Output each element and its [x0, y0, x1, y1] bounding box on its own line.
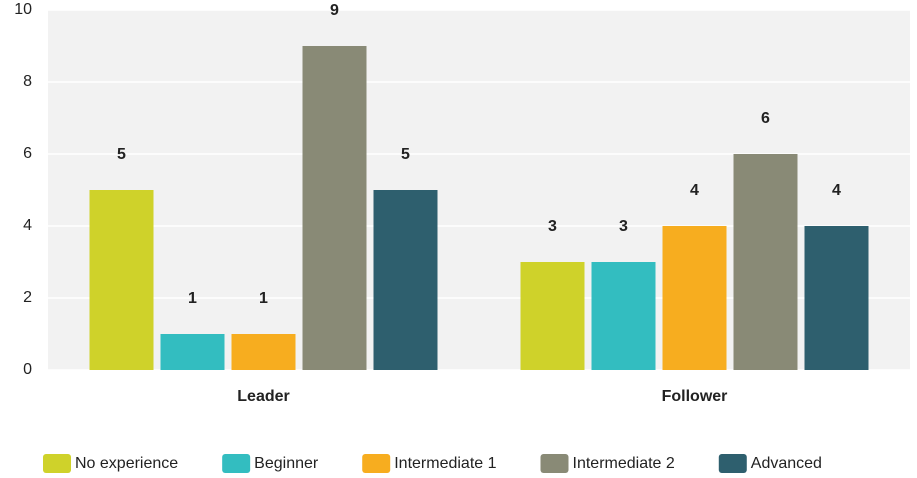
y-tick-label: 0: [23, 361, 32, 378]
legend-swatch: [540, 454, 569, 473]
value-label: 5: [117, 146, 126, 163]
y-tick-label: 10: [14, 1, 32, 18]
bar: [733, 154, 798, 370]
bar: [89, 190, 154, 370]
bar: [591, 262, 656, 370]
bar: [373, 190, 438, 370]
y-tick-label: 8: [23, 73, 32, 90]
bar: [231, 334, 296, 370]
x-tick-label: Follower: [662, 388, 728, 405]
bar: [160, 334, 225, 370]
x-tick-label: Leader: [237, 388, 289, 405]
value-label: 5: [401, 146, 410, 163]
value-label: 9: [330, 2, 339, 19]
bar: [302, 46, 367, 370]
legend-label: Intermediate 2: [573, 455, 675, 472]
value-label: 3: [548, 218, 557, 235]
value-label: 4: [690, 182, 699, 199]
value-label: 1: [188, 290, 197, 307]
legend-label: Advanced: [751, 455, 822, 472]
legend-swatch: [362, 454, 391, 473]
y-tick-label: 4: [23, 217, 32, 234]
value-label: 4: [832, 182, 841, 199]
y-tick-label: 6: [23, 145, 32, 162]
value-label: 6: [761, 110, 770, 127]
legend-label: No experience: [75, 455, 178, 472]
legend-swatch: [222, 454, 251, 473]
legend-label: Beginner: [254, 455, 319, 472]
legend-swatch: [43, 454, 71, 473]
legend-swatch: [718, 454, 747, 473]
bar: [662, 226, 727, 370]
legend-label: Intermediate 1: [394, 455, 496, 472]
value-label: 3: [619, 218, 628, 235]
value-label: 1: [259, 290, 268, 307]
bar: [804, 226, 869, 370]
y-tick-label: 2: [23, 289, 32, 306]
bar: [520, 262, 585, 370]
